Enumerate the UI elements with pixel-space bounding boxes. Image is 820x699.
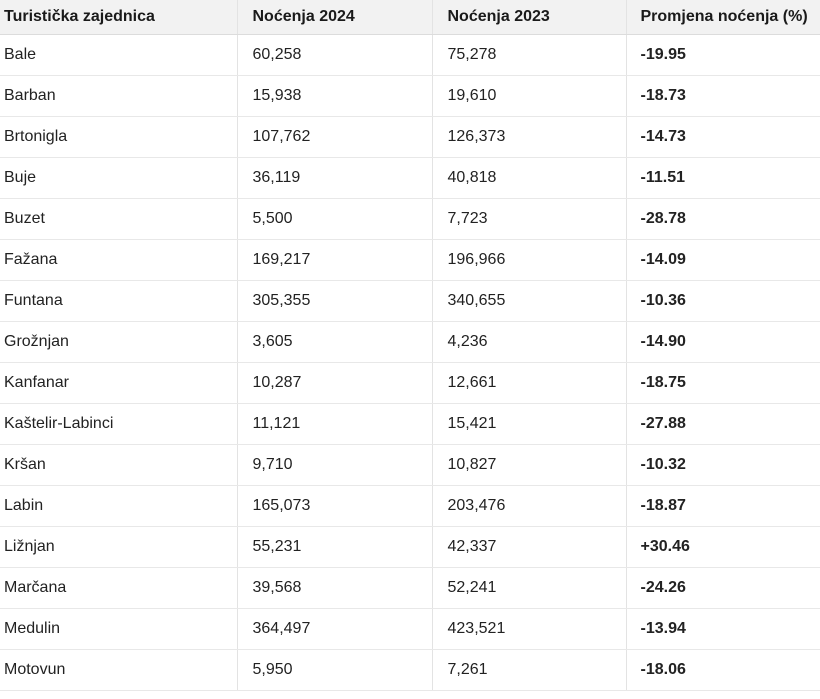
table-row: Labin 165,073 203,476 -18.87 xyxy=(0,485,820,527)
cell-nights-2024: 9,710 xyxy=(237,444,433,486)
table-row: Funtana 305,355 340,655 -10.36 xyxy=(0,280,820,322)
table-row: Kanfanar 10,287 12,661 -18.75 xyxy=(0,362,820,404)
cell-tourist-board: Buzet xyxy=(0,198,238,240)
table-row: Kršan 9,710 10,827 -10.32 xyxy=(0,444,820,486)
table-row: Motovun 5,950 7,261 -18.06 xyxy=(0,649,820,691)
cell-nights-2023: 126,373 xyxy=(432,116,627,158)
cell-change-percent: -19.95 xyxy=(626,34,820,76)
cell-nights-2023: 75,278 xyxy=(432,34,627,76)
table-row: Buje 36,119 40,818 -11.51 xyxy=(0,157,820,199)
cell-nights-2023: 52,241 xyxy=(432,567,627,609)
table-row: Kaštelir-Labinci 11,121 15,421 -27.88 xyxy=(0,403,820,445)
cell-change-percent: -10.36 xyxy=(626,280,820,322)
cell-tourist-board: Kanfanar xyxy=(0,362,238,404)
cell-tourist-board: Kaštelir-Labinci xyxy=(0,403,238,445)
cell-nights-2024: 3,605 xyxy=(237,321,433,363)
header-tourist-board: Turistička zajednica xyxy=(0,0,238,35)
cell-tourist-board: Buje xyxy=(0,157,238,199)
table-row: Brtonigla 107,762 126,373 -14.73 xyxy=(0,116,820,158)
cell-change-percent: -18.06 xyxy=(626,649,820,691)
cell-change-percent: -11.51 xyxy=(626,157,820,199)
cell-nights-2024: 36,119 xyxy=(237,157,433,199)
cell-nights-2023: 15,421 xyxy=(432,403,627,445)
cell-nights-2024: 165,073 xyxy=(237,485,433,527)
cell-tourist-board: Fažana xyxy=(0,239,238,281)
cell-change-percent: -18.87 xyxy=(626,485,820,527)
cell-tourist-board: Kršan xyxy=(0,444,238,486)
cell-nights-2024: 305,355 xyxy=(237,280,433,322)
cell-change-percent: +30.46 xyxy=(626,526,820,568)
cell-nights-2023: 340,655 xyxy=(432,280,627,322)
cell-tourist-board: Grožnjan xyxy=(0,321,238,363)
cell-nights-2024: 11,121 xyxy=(237,403,433,445)
cell-nights-2023: 7,261 xyxy=(432,649,627,691)
cell-nights-2024: 5,950 xyxy=(237,649,433,691)
cell-tourist-board: Barban xyxy=(0,75,238,117)
cell-nights-2024: 60,258 xyxy=(237,34,433,76)
cell-nights-2023: 4,236 xyxy=(432,321,627,363)
table-row: Bale 60,258 75,278 -19.95 xyxy=(0,34,820,76)
header-nights-2023: Noćenja 2023 xyxy=(432,0,627,35)
cell-tourist-board: Marčana xyxy=(0,567,238,609)
table-body: Bale 60,258 75,278 -19.95 Barban 15,938 19,610… xyxy=(0,34,820,691)
table-row: Grožnjan 3,605 4,236 -14.90 xyxy=(0,321,820,363)
cell-nights-2024: 169,217 xyxy=(237,239,433,281)
cell-change-percent: -27.88 xyxy=(626,403,820,445)
table-row: Barban 15,938 19,610 -18.73 xyxy=(0,75,820,117)
cell-nights-2023: 196,966 xyxy=(432,239,627,281)
cell-tourist-board: Medulin xyxy=(0,608,238,650)
cell-nights-2024: 10,287 xyxy=(237,362,433,404)
cell-nights-2024: 15,938 xyxy=(237,75,433,117)
cell-change-percent: -14.09 xyxy=(626,239,820,281)
header-row: Turistička zajednica Noćenja 2024 Noćenj… xyxy=(0,0,820,35)
cell-change-percent: -18.75 xyxy=(626,362,820,404)
cell-nights-2024: 39,568 xyxy=(237,567,433,609)
cell-nights-2024: 107,762 xyxy=(237,116,433,158)
header-nights-2024: Noćenja 2024 xyxy=(237,0,433,35)
cell-change-percent: -14.73 xyxy=(626,116,820,158)
cell-change-percent: -10.32 xyxy=(626,444,820,486)
cell-nights-2023: 203,476 xyxy=(432,485,627,527)
table-row: Ližnjan 55,231 42,337 +30.46 xyxy=(0,526,820,568)
cell-change-percent: -28.78 xyxy=(626,198,820,240)
cell-nights-2023: 40,818 xyxy=(432,157,627,199)
cell-tourist-board: Motovun xyxy=(0,649,238,691)
cell-change-percent: -18.73 xyxy=(626,75,820,117)
cell-nights-2023: 42,337 xyxy=(432,526,627,568)
cell-change-percent: -13.94 xyxy=(626,608,820,650)
cell-nights-2023: 12,661 xyxy=(432,362,627,404)
cell-tourist-board: Bale xyxy=(0,34,238,76)
header-change-percent: Promjena noćenja (%) xyxy=(626,0,820,35)
cell-tourist-board: Ližnjan xyxy=(0,526,238,568)
cell-nights-2024: 55,231 xyxy=(237,526,433,568)
cell-tourist-board: Brtonigla xyxy=(0,116,238,158)
cell-nights-2023: 423,521 xyxy=(432,608,627,650)
cell-nights-2023: 10,827 xyxy=(432,444,627,486)
cell-nights-2024: 5,500 xyxy=(237,198,433,240)
table-header: Turistička zajednica Noćenja 2024 Noćenj… xyxy=(0,0,820,35)
cell-change-percent: -24.26 xyxy=(626,567,820,609)
cell-change-percent: -14.90 xyxy=(626,321,820,363)
table-row: Medulin 364,497 423,521 -13.94 xyxy=(0,608,820,650)
table-row: Fažana 169,217 196,966 -14.09 xyxy=(0,239,820,281)
cell-nights-2024: 364,497 xyxy=(237,608,433,650)
cell-nights-2023: 19,610 xyxy=(432,75,627,117)
cell-tourist-board: Labin xyxy=(0,485,238,527)
table-row: Marčana 39,568 52,241 -24.26 xyxy=(0,567,820,609)
cell-nights-2023: 7,723 xyxy=(432,198,627,240)
cell-tourist-board: Funtana xyxy=(0,280,238,322)
table-row: Buzet 5,500 7,723 -28.78 xyxy=(0,198,820,240)
